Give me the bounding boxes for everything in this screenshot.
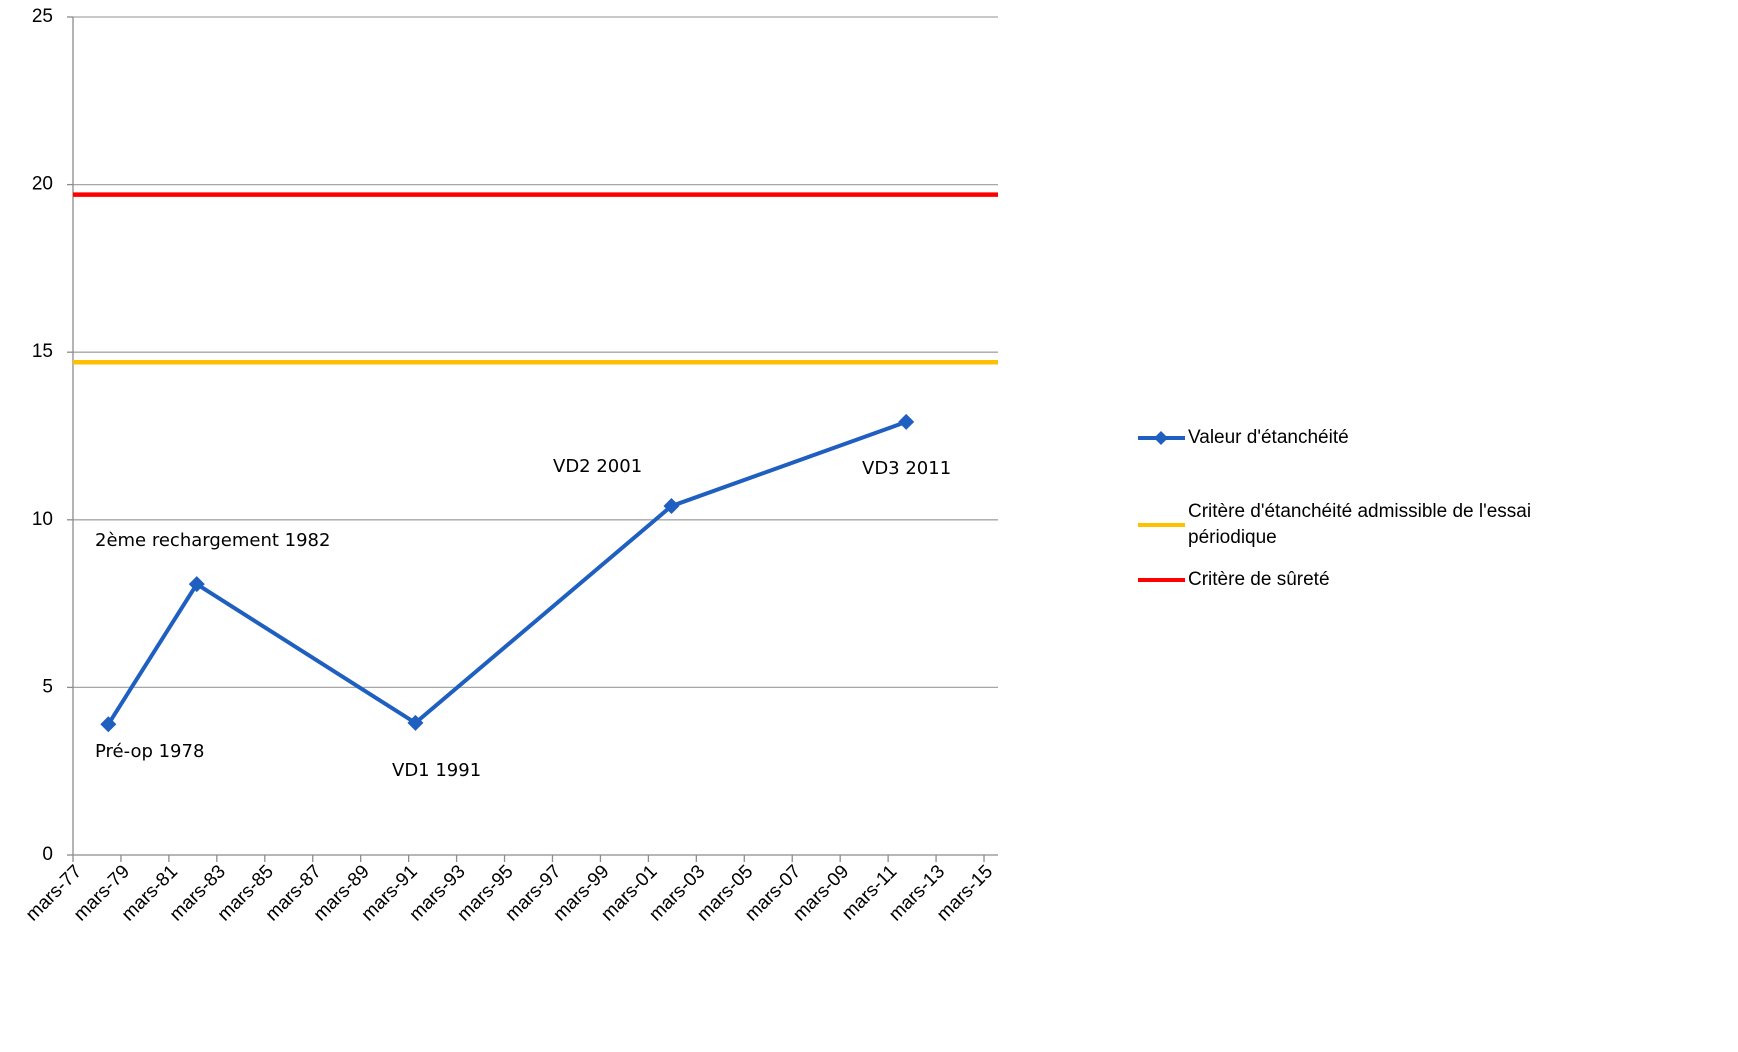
point-marker: [100, 716, 117, 733]
y-tick-label: 15: [32, 341, 53, 362]
y-tick-label: 20: [32, 174, 53, 195]
legend-label: Critère d'étanchéité admissible de l'ess…: [1188, 501, 1532, 548]
annotation: VD1 1991: [392, 760, 482, 781]
point-marker: [188, 576, 205, 593]
annotation: Pré-op 1978: [95, 741, 205, 762]
y-tick-label: 10: [32, 509, 53, 530]
point-marker: [407, 714, 424, 731]
legend-label: Valeur d'étanchéité: [1188, 427, 1349, 448]
legend-label: Critère de sûreté: [1188, 569, 1330, 590]
point-marker: [663, 498, 680, 515]
annotation: 2ème rechargement 1982: [95, 530, 331, 551]
annotation: VD3 2011: [862, 458, 952, 479]
y-tick-label: 25: [32, 6, 53, 27]
y-tick-label: 5: [42, 676, 53, 697]
legend-marker: [1154, 431, 1168, 445]
series-line: [106, 420, 907, 726]
annotation: VD2 2001: [553, 456, 643, 477]
point-marker: [898, 413, 915, 430]
y-tick-label: 0: [42, 844, 53, 865]
